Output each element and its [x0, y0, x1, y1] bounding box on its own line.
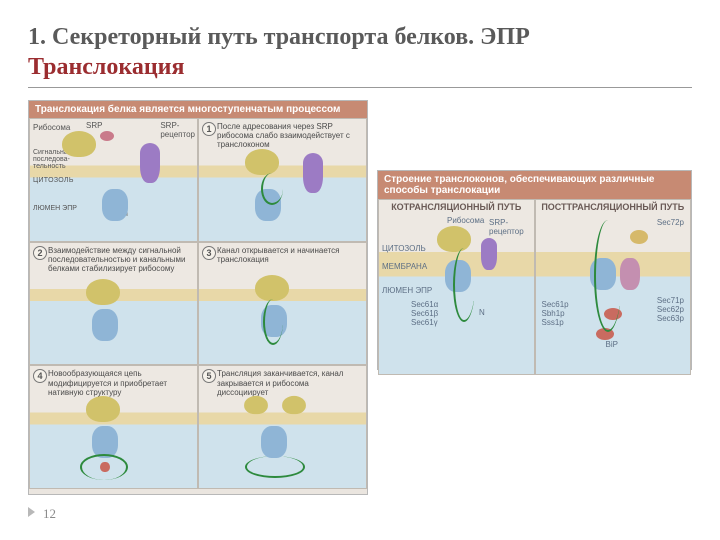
panel-cap-5: Трансляция заканчивается, канал закрывае…	[217, 369, 362, 397]
col1-header: КОТРАНСЛЯЦИОННЫЙ ПУТЬ	[379, 202, 534, 212]
panel-num-3: 3	[202, 246, 216, 260]
label-srp-receptor: SRP- рецептор	[160, 121, 195, 139]
sec63-icon	[620, 258, 640, 290]
col2-header: ПОСТТРАНСЛЯЦИОННЫЙ ПУТЬ	[536, 202, 691, 212]
label-lumen-r: ЛЮМЕН ЭПР	[382, 286, 432, 295]
label-n: N	[479, 308, 485, 317]
chain-icon	[245, 456, 305, 478]
label-cytosol-r: ЦИТОЗОЛЬ	[382, 244, 426, 253]
panel-cap-1: После адресования через SRP рибосома сла…	[217, 122, 362, 150]
panel-cap-2: Взаимодействие между сигнальной последов…	[48, 246, 193, 274]
content-area: Транслокация белка является многоступенч…	[28, 100, 692, 495]
panel-num-1: 1	[202, 122, 216, 136]
panel-4: 4 Новообразующаяся цепь модифицируется и…	[29, 365, 198, 489]
panel-3: 3 Канал открывается и начинается трансло…	[198, 242, 367, 366]
panel-cap-4: Новообразующаяся цепь модифицируется и п…	[48, 369, 193, 397]
label-sec-left: Sec61p Sbh1p Sss1p	[542, 300, 569, 327]
label-cytosol: ЦИТОЗОЛЬ	[33, 177, 74, 184]
srp-receptor-icon	[140, 143, 160, 183]
panel-num-4: 4	[33, 369, 47, 383]
slide-subtitle: Транслокация	[28, 54, 692, 81]
panel-5: 5 Трансляция заканчивается, канал закрыв…	[198, 365, 367, 489]
sec72-icon	[630, 230, 648, 244]
panel-2: 2 Взаимодействие между сигнальной послед…	[29, 242, 198, 366]
channel-icon	[261, 426, 287, 458]
figure-right-header: Строение транслоконов, обеспечивающих ра…	[378, 171, 691, 199]
srp-icon	[100, 131, 114, 141]
mod-icon	[100, 462, 110, 472]
page-number: 12	[43, 506, 56, 521]
srp-receptor-icon	[481, 238, 497, 270]
page-footer: 12	[28, 506, 56, 522]
panel-cap-3: Канал открывается и начинается транслока…	[217, 246, 362, 264]
label-ribosome-r: Рибосома	[447, 216, 484, 225]
panel-grid: Рибосома SRP SRP- рецептор Сигнальная по…	[29, 118, 367, 489]
panel-0: Рибосома SRP SRP- рецептор Сигнальная по…	[29, 118, 198, 242]
label-bip: BiP	[606, 340, 618, 349]
label-sec72: Sec72p	[657, 218, 684, 227]
label-membrane-r: МЕМБРАНА	[382, 262, 427, 271]
ribosome-icon	[62, 131, 96, 157]
chain-icon	[453, 248, 475, 322]
chain-icon	[594, 220, 622, 332]
label-sec61: Sec61α Sec61β Sec61γ	[411, 300, 438, 327]
label-ribosome: Рибосома	[33, 123, 70, 132]
figure-left: Транслокация белка является многоступенч…	[28, 100, 368, 495]
channel-icon	[102, 189, 128, 221]
label-lumen: ЛЮМЕН ЭПР	[33, 205, 77, 212]
ribosome-icon	[245, 149, 279, 175]
panel-1: 1 После адресования через SRP рибосома с…	[198, 118, 367, 242]
label-srprec-r: SRP- рецептор	[489, 218, 524, 236]
ribosome-icon	[86, 396, 120, 422]
figure-left-header: Транслокация белка является многоступенч…	[29, 101, 367, 118]
panel-num-2: 2	[33, 246, 47, 260]
ribosome-icon	[86, 279, 120, 305]
right-col-1: КОТРАНСЛЯЦИОННЫЙ ПУТЬ ЦИТОЗОЛЬ МЕМБРАНА …	[378, 199, 535, 375]
label-srp: SRP	[86, 121, 102, 130]
figure-right: Строение транслоконов, обеспечивающих ра…	[377, 170, 692, 370]
srp-receptor-icon	[303, 153, 323, 193]
channel-icon	[92, 309, 118, 341]
ribosome-icon	[244, 396, 268, 414]
slide-title: 1. Секреторный путь транспорта белков. Э…	[28, 22, 692, 52]
title-divider	[28, 87, 692, 88]
chain-icon	[261, 173, 283, 205]
label-sec-right: Sec71p Sec62p Sec63p	[657, 296, 684, 323]
panel-num-5: 5	[202, 369, 216, 383]
ribosome-icon	[255, 275, 289, 301]
right-col-2: ПОСТТРАНСЛЯЦИОННЫЙ ПУТЬ Sec72p Sec61p Sb…	[535, 199, 692, 375]
footer-marker-icon	[28, 507, 35, 517]
ribosome-icon	[282, 396, 306, 414]
chain-icon	[263, 299, 283, 345]
